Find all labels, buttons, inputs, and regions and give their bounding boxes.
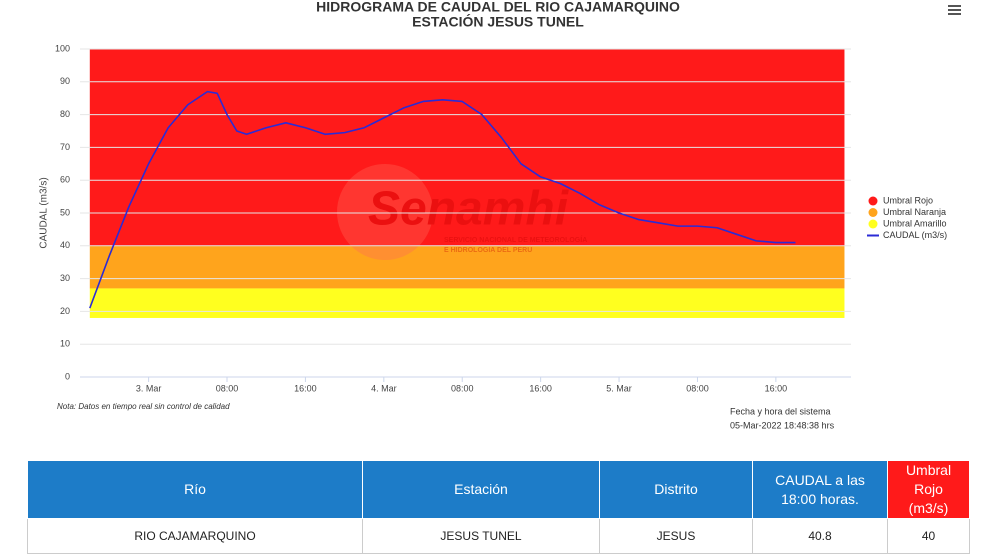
watermark-subtext: E HIDROLOGÍA DEL PERÚ	[444, 245, 532, 254]
legend-label: CAUDAL (m3/s)	[883, 230, 947, 240]
header-cell: CAUDAL a las 18:00 horas.	[752, 460, 888, 519]
watermark-text: Senamhi	[368, 183, 570, 236]
watermark-subtext: SERVICIO NACIONAL DE METEOROLOGÍA	[444, 235, 587, 244]
y-tick-label: 90	[60, 76, 70, 86]
legend-label: Umbral Amarillo	[883, 218, 947, 228]
x-tick-label: 08:00	[451, 383, 474, 393]
legend-label: Umbral Rojo	[883, 195, 933, 205]
legend-marker	[868, 219, 878, 229]
y-tick-label: 30	[60, 273, 70, 283]
threshold-band	[89, 245, 845, 289]
cell: JESUS TUNEL	[362, 518, 600, 554]
cell: RIO CAJAMARQUINO	[27, 518, 363, 554]
legend-marker	[868, 196, 878, 206]
data-table: Río Estación Distrito CAUDAL a las 18:00…	[27, 460, 970, 554]
y-tick-label: 40	[60, 240, 70, 250]
x-tick-label: 08:00	[216, 383, 239, 393]
y-tick-label: 20	[60, 306, 70, 316]
y-axis-label: CAUDAL (m3/s)	[39, 177, 50, 248]
y-tick-label: 0	[65, 371, 70, 381]
header-cell: Estación	[362, 460, 600, 519]
x-tick-label: 4. Mar	[371, 383, 397, 393]
x-tick-label: 16:00	[765, 383, 788, 393]
x-tick-label: 16:00	[529, 383, 552, 393]
note: Nota: Datos en tiempo real sin control d…	[57, 402, 230, 411]
x-tick-label: 3. Mar	[136, 383, 162, 393]
y-tick-label: 60	[60, 175, 70, 185]
header-cell: Río	[27, 460, 363, 519]
header-cell: Umbral Rojo (m3/s)	[887, 460, 970, 519]
threshold-band	[89, 288, 845, 318]
chart-title: HIDROGRAMA DE CAUDAL DEL RIO CAJAMARQUIN…	[316, 0, 680, 15]
y-tick-label: 10	[60, 339, 70, 349]
x-tick-label: 08:00	[686, 383, 709, 393]
watermark-sun	[337, 164, 433, 260]
y-tick-label: 100	[55, 43, 70, 53]
header-cell: Distrito	[599, 460, 753, 519]
system-time: 05-Mar-2022 18:48:38 hrs	[730, 420, 835, 430]
legend-marker	[868, 208, 878, 217]
y-tick-label: 70	[60, 142, 70, 152]
x-tick-label: 16:00	[294, 383, 317, 393]
chart: HIDROGRAMA DE CAUDAL DEL RIO CAJAMARQUIN…	[39, 0, 961, 430]
cell: 40.8	[752, 518, 888, 554]
chart-subtitle: ESTACIÓN JESUS TUNEL	[412, 13, 584, 30]
system-time-label: Fecha y hora del sistema	[730, 406, 831, 416]
x-tick-label: 5. Mar	[606, 383, 632, 393]
data-line	[89, 90, 796, 309]
y-tick-label: 50	[60, 207, 70, 217]
menu-icon[interactable]	[948, 5, 961, 15]
cell: 40	[887, 518, 970, 554]
y-tick-label: 80	[60, 109, 70, 119]
legend-label: Umbral Naranja	[883, 207, 946, 217]
cell: JESUS	[599, 518, 753, 554]
